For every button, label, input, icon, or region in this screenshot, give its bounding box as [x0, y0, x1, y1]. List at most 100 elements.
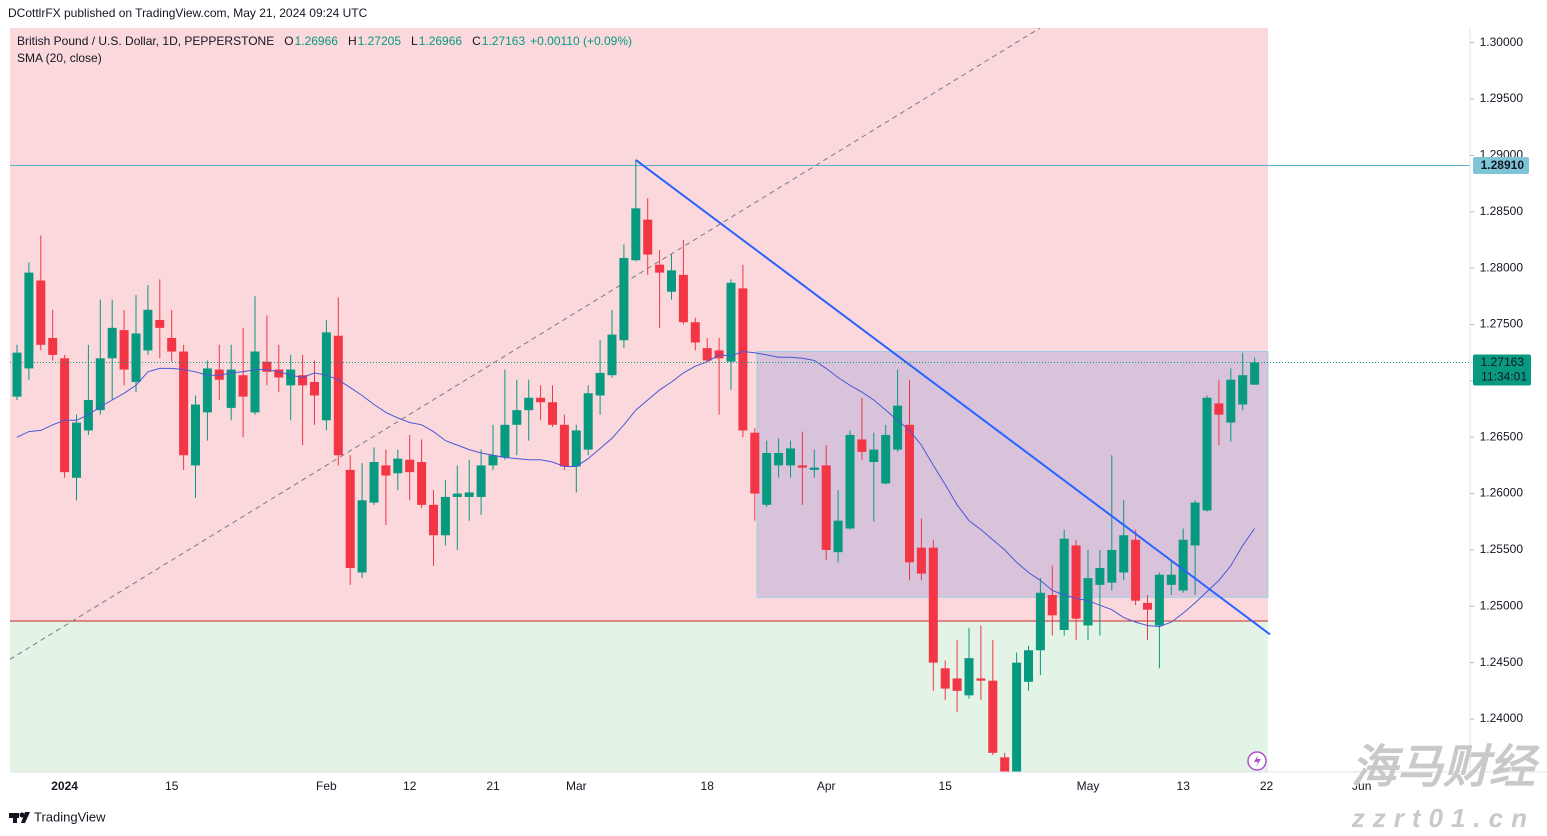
- candle-body: [524, 397, 534, 411]
- y-tick-label: 1.28500: [1480, 204, 1524, 218]
- candle-body: [667, 270, 676, 292]
- legend: British Pound / U.S. Dollar, 1D, PEPPERS…: [17, 34, 632, 48]
- candle-body: [191, 404, 200, 466]
- candle-body: [1166, 574, 1176, 585]
- candle-body: [369, 462, 379, 503]
- candle-body: [1012, 662, 1022, 772]
- legend-line: British Pound / U.S. Dollar, 1D, PEPPERS…: [17, 34, 632, 48]
- candle-body: [845, 434, 855, 529]
- y-tick-label: 1.28000: [1480, 260, 1524, 274]
- x-tick-label: Jun: [1352, 779, 1371, 793]
- sma-line: [16, 350, 1256, 628]
- candle-body: [928, 547, 938, 663]
- resistance-zone: [10, 28, 1268, 621]
- legend-key: H: [348, 34, 357, 48]
- plot-area: [10, 28, 1470, 772]
- candle-body: [1095, 567, 1105, 585]
- x-tick-label: 15: [165, 779, 179, 793]
- candle-body: [476, 465, 486, 497]
- x-tick-label: May: [1077, 779, 1100, 793]
- candle-body: [274, 369, 284, 378]
- candle-body: [1071, 545, 1081, 619]
- candle-body: [95, 358, 105, 411]
- x-tick-label: Mar: [566, 779, 587, 793]
- candle-body: [595, 372, 605, 396]
- watermark-title: 海马财经: [1351, 740, 1540, 794]
- candle-body: [964, 658, 974, 696]
- y-tick-label: 1.29500: [1480, 91, 1524, 105]
- candle-body: [952, 678, 962, 691]
- candle-body: [1143, 602, 1152, 610]
- candle-body: [512, 410, 522, 425]
- candle-body: [143, 309, 153, 351]
- candle-body: [452, 493, 462, 497]
- candle-body: [702, 348, 712, 361]
- candle-body: [1024, 650, 1033, 682]
- x-tick-label: 15: [939, 779, 953, 793]
- candle-body: [202, 368, 212, 413]
- legend-title: British Pound / U.S. Dollar, 1D, PEPPERS…: [17, 34, 274, 48]
- candle-body: [1131, 539, 1141, 601]
- candle-body: [107, 327, 117, 359]
- countdown-label: 11:34:01: [1481, 370, 1527, 384]
- candle-body: [250, 351, 260, 413]
- candle-body: [548, 402, 557, 425]
- x-tick-label: 21: [486, 779, 500, 793]
- candle-body: [643, 219, 653, 255]
- candle-body: [1083, 578, 1093, 626]
- candle-body: [1035, 592, 1045, 651]
- candle-body: [464, 492, 474, 497]
- candle-body: [298, 375, 308, 386]
- candle-body: [1202, 397, 1212, 511]
- candle-body: [571, 430, 581, 467]
- candle-body: [238, 375, 248, 397]
- candle-body: [857, 439, 867, 452]
- candle-body: [24, 272, 34, 369]
- candle-body: [36, 280, 46, 345]
- y-tick-label: 1.27500: [1480, 317, 1524, 331]
- dashed-line: [10, 28, 1041, 660]
- legend-change: +0.00110 (+0.09%): [530, 34, 632, 48]
- candle-body: [119, 330, 129, 370]
- indicator-label: SMA (20, close): [17, 51, 102, 65]
- candle-body: [893, 405, 903, 450]
- candle-body: [131, 333, 141, 382]
- candle-body: [1214, 403, 1224, 415]
- x-tick-label: 13: [1177, 779, 1191, 793]
- candle-body: [809, 467, 819, 470]
- candle-body: [12, 352, 22, 397]
- legend-key: O: [284, 34, 293, 48]
- candle-body: [738, 288, 748, 431]
- candle-body: [429, 504, 438, 536]
- candle-body: [869, 449, 879, 462]
- legend-value: 1.26966: [295, 34, 339, 48]
- candle-body: [405, 459, 415, 473]
- candle-body: [72, 422, 81, 478]
- candle-body: [1107, 549, 1117, 583]
- candle-body: [1226, 379, 1236, 423]
- watermark-url: zzrt01.cn: [1351, 803, 1535, 833]
- legend-value: 1.27163: [482, 34, 526, 48]
- candle-body: [833, 520, 843, 553]
- y-tick-label: 1.26000: [1480, 486, 1524, 500]
- candle-body: [357, 500, 367, 573]
- candle-body: [440, 496, 450, 536]
- candle-body: [1047, 595, 1057, 616]
- last-price-tag: [1473, 354, 1531, 386]
- candle-body: [881, 434, 891, 484]
- candle-body: [988, 680, 998, 753]
- candle-body: [488, 455, 498, 466]
- header: DCottlrFX published on TradingView.com, …: [8, 6, 368, 20]
- candle-body: [905, 424, 914, 563]
- candle-body: [607, 334, 617, 376]
- x-tick-label: 2024: [51, 779, 78, 793]
- candle-body: [916, 547, 926, 574]
- candle-body: [619, 257, 629, 341]
- candle-body: [762, 452, 772, 505]
- legend-key: C: [472, 34, 481, 48]
- y-tick-label: 1.24500: [1480, 655, 1524, 669]
- y-tick-label: 1.26500: [1480, 429, 1524, 443]
- candle-body: [940, 668, 950, 689]
